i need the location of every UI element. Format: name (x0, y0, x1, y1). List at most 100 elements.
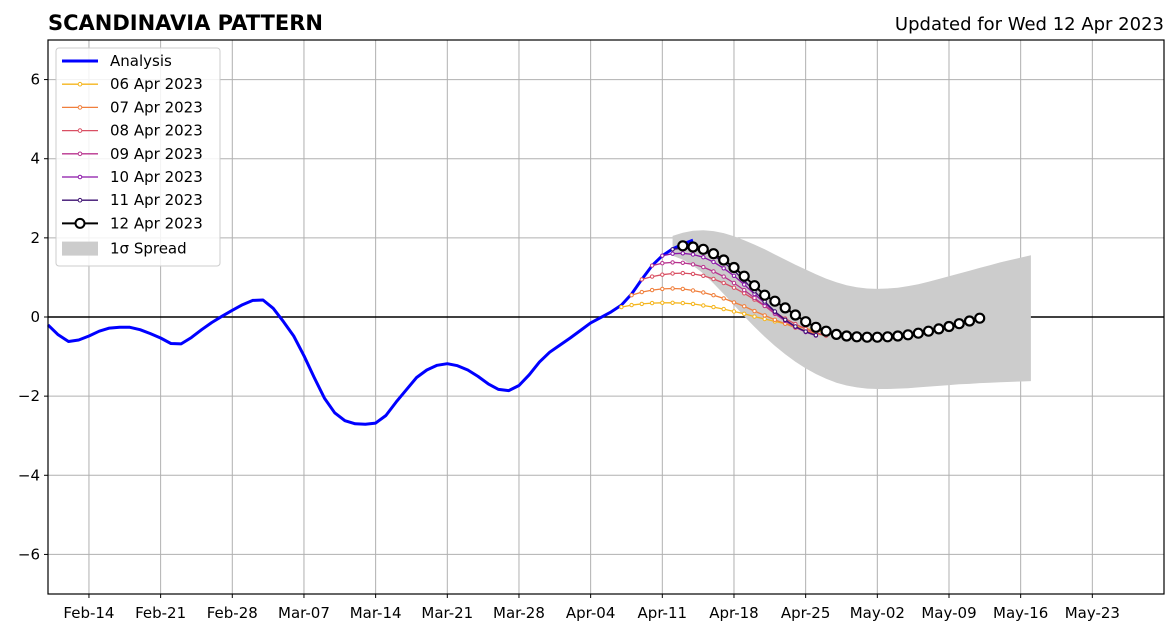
forecast-point (670, 286, 675, 291)
x-tick-label: Mar-21 (421, 604, 473, 622)
forecast-point (670, 271, 675, 276)
y-tick-label: 2 (30, 229, 40, 247)
forecast-point (933, 323, 945, 335)
forecast-point (639, 277, 644, 282)
legend-entry-label: 08 Apr 2023 (110, 122, 203, 140)
forecast-point (820, 325, 832, 337)
forecast-point (810, 321, 822, 333)
forecast-point (629, 302, 634, 308)
forecast-point (731, 300, 737, 305)
forecast-point (748, 280, 761, 292)
forecast-point (861, 331, 873, 343)
forecast-point (813, 333, 819, 338)
forecast-point (660, 261, 665, 266)
forecast-point (639, 301, 644, 307)
forecast-point (680, 270, 685, 276)
forecast-point (690, 288, 696, 293)
forecast-point (772, 317, 778, 322)
forecast-point (680, 300, 685, 306)
forecast-point (840, 330, 853, 342)
forecast-point (731, 309, 737, 314)
forecast-point (680, 251, 685, 256)
legend-entry-label: 07 Apr 2023 (110, 98, 203, 116)
forecast-point (670, 251, 675, 256)
forecast-point (772, 309, 778, 314)
forecast-point (649, 300, 655, 306)
forecast-point (759, 289, 771, 301)
forecast-point (690, 301, 696, 307)
forecast-point (629, 293, 634, 298)
x-tick-label: Apr-18 (709, 604, 759, 622)
legend-entry-label: 12 Apr 2023 (110, 214, 203, 232)
forecast-point (718, 254, 730, 266)
forecast-point (871, 331, 883, 343)
legend-entry-label: 06 Apr 2023 (110, 75, 203, 93)
legend-box (55, 47, 221, 267)
y-tick-label: 0 (30, 308, 40, 326)
forecast-point (742, 282, 747, 287)
forecast-point (974, 312, 986, 324)
forecast-point (752, 295, 757, 301)
forecast-point (742, 304, 747, 309)
forecast-point (769, 295, 781, 307)
analysis-line (46, 238, 694, 426)
forecast-point (711, 259, 716, 265)
plot-frame (47, 39, 1165, 595)
forecast-point (762, 313, 767, 318)
forecast-point (881, 331, 894, 343)
forecast-point (789, 309, 802, 321)
forecast-point (721, 266, 726, 271)
forecast-point (943, 320, 955, 333)
x-tick-label: Mar-14 (350, 604, 402, 622)
x-tick-label: Mar-28 (493, 604, 545, 622)
forecast-point (851, 331, 863, 343)
forecast-point (707, 248, 720, 260)
forecast-point (649, 287, 655, 293)
forecast-point (793, 324, 798, 329)
forecast-point (677, 240, 689, 252)
legend-swatch-spread (62, 241, 98, 256)
x-tick-label: May-16 (993, 604, 1048, 622)
forecast-line-06-apr-2023 (621, 302, 837, 335)
x-tick-label: May-09 (921, 604, 976, 622)
legend-swatch-marker (74, 217, 86, 229)
forecast-point (711, 276, 716, 282)
legend-swatch-marker (77, 105, 83, 110)
legend-swatch-marker (77, 128, 83, 133)
x-tick-label: Feb-14 (63, 604, 114, 622)
forecast-point (912, 327, 924, 339)
legend-entry-label: 11 Apr 2023 (110, 191, 203, 209)
forecast-point (742, 287, 747, 293)
forecast-point (963, 315, 976, 327)
forecast-point (762, 316, 767, 322)
forecast-point (660, 286, 665, 292)
y-tick-label: −2 (18, 387, 40, 405)
forecast-point (830, 328, 843, 340)
forecast-point (711, 304, 716, 310)
forecast-point (670, 300, 675, 305)
forecast-point (680, 286, 685, 292)
legend: Analysis 06 Apr 2023 07 Apr 2023 08 Apr 202… (55, 47, 221, 267)
forecast-point (721, 274, 726, 279)
forecast-point (690, 262, 696, 267)
forecast-point (731, 273, 737, 278)
forecast-point (639, 289, 644, 295)
legend-swatch-marker (77, 81, 83, 87)
axes-layer: Feb-14 Feb-21 Feb-28 Mar-07 Mar-14 Mar-21 Mar-… (18, 39, 1165, 622)
x-tick-label: Mar-07 (278, 604, 330, 622)
forecast-point (752, 314, 757, 319)
forecast-point (670, 247, 675, 252)
x-tick-label: Apr-04 (566, 604, 616, 622)
forecast-point (701, 303, 706, 308)
legend-swatch-marker (77, 197, 83, 203)
legend-swatch-marker (77, 174, 83, 180)
x-tick-label: Feb-28 (207, 604, 258, 622)
y-tick-label: −4 (18, 466, 40, 484)
forecast-point (619, 304, 624, 310)
forecast-point (701, 273, 706, 278)
x-tick-label: May-02 (850, 604, 905, 622)
x-tick-label: Feb-21 (135, 604, 186, 622)
chart-title: SCANDINAVIA PATTERN (48, 11, 323, 35)
forecast-point (752, 308, 757, 314)
